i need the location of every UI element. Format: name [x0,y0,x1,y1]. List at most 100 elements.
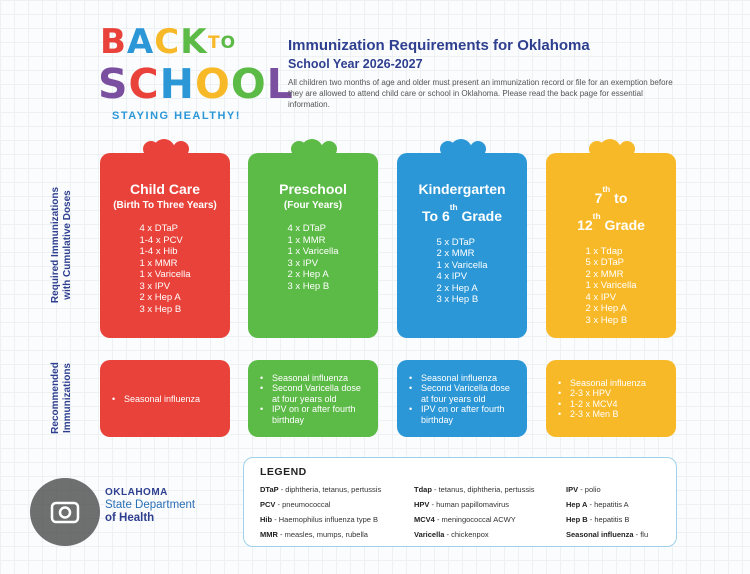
card-title-part: Preschool [279,181,347,197]
legend-desc: - chickenpox [446,530,489,539]
legend-abbr: HPV [414,500,430,509]
required-item: 1 x Varicella [585,280,637,292]
required-item: 4 x IPV [436,271,468,283]
required-item: 1 x Varicella [436,259,488,271]
required-item: 1-4 x Hib [139,246,178,257]
legend-desc: - flu [635,530,649,539]
legend-entry: PCV - pneumococcal [260,500,330,509]
legend-abbr: Seasonal influenza [566,530,634,539]
recommended-item: Second Varicella dose at four years old [258,383,370,404]
legend-abbr: MMR [260,530,278,539]
required-card: Child Care (Birth To Three Years) 4 x DTaP… [100,153,230,338]
card-subtitle: (Birth To Three Years) [113,200,217,211]
legend-abbr: IPV [566,485,579,494]
card-title: 7th to 12th Grade [546,180,676,234]
recommended-item: Seasonal influenza [258,372,370,383]
required-item: 4 x DTaP [287,223,327,234]
card-title-line: 12th Grade [546,207,676,234]
required-item: 3 x IPV [139,280,171,292]
required-card: 7th to 12th Grade 1 x Tdap 5 x DTaP 2 x MMR 1… [546,153,676,338]
required-item: 3 x Hep B [585,314,628,326]
card-title-part: Child Care [129,181,200,197]
card-subtitle: (Four Years) [283,200,343,211]
legend-desc: - Haemophilus influenza type B [274,515,378,524]
legend-desc: - human papillomavirus [431,500,510,509]
logo-tagline: STAYING HEALTHY! [112,110,241,122]
required-card: Preschool (Four Years) 4 x DTaP 1 x MMR 1 x … [248,153,378,338]
legend-abbr: Hep B [566,515,588,524]
card-title-part: Grade [457,207,502,224]
required-item: 1 x Tdap [585,245,623,257]
required-list: 1 x Tdap 5 x DTaP 2 x MMR 1 x Varicella 4 x … [585,246,636,327]
card-title-part: To 6 [421,207,450,224]
recommended-item: 1-2 x MCV4 [556,399,668,410]
required-item: 1 x Varicella [139,269,191,280]
legend-abbr: DTaP [260,485,279,494]
required-list: 4 x DTaP 1-4 x PCV 1-4 x Hib 1 x MMR 1 x Var… [139,223,190,315]
legend-entry: Hep A - hepatitis A [566,500,629,509]
legend-entry: Hib - Haemophilus influenza type B [260,515,378,524]
card-title-part: th [592,210,601,221]
card-title-part: Kindergarten [418,181,506,197]
card-title-part: th [449,202,458,212]
recommended-item: 2-3 x HPV [556,388,668,399]
side-label-line: Immunizations [62,363,73,434]
legend-abbr: PCV [260,500,276,509]
legend-box [243,457,677,547]
required-item: 1 x MMR [287,234,326,246]
side-label: Recommended Immunizations [50,353,74,443]
card-title-line: Child Care [100,180,230,198]
required-card: Kindergarten To 6th Grade 5 x DTaP 2 x MMR 1… [397,153,527,338]
recommended-item: IPV on or after fourth birthday [258,404,370,425]
recommended-list: Seasonal influenzaSecond Varicella dose … [407,372,519,425]
required-item: 1-4 x PCV [139,234,183,246]
legend-desc: - hepatitis A [589,500,629,509]
card-title-line: Kindergarten [397,180,527,198]
required-item: 3 x Hep B [139,303,182,315]
recommended-item: Second Varicella dose at four years old [407,383,519,404]
legend-desc: - tetanus, diphtheria, pertussis [434,485,535,494]
recommended-card: Seasonal influenza2-3 x HPV1-2 x MCV42-3… [546,360,676,437]
legend-desc: - hepatitis B [589,515,630,524]
legend-entry: Hep B - hepatitis B [566,515,629,524]
side-label-line: with Cumulative Doses [62,190,73,300]
legend-desc: - meningococcal ACWY [436,515,516,524]
legend-entry: IPV - polio [566,485,601,494]
card-title-part: 7 [594,189,603,206]
legend-entry: DTaP - diphtheria, tetanus, pertussis [260,485,381,494]
card-title-part: to [610,189,628,206]
side-label-line: Required Immunizations [50,186,61,304]
camera-overlay [30,478,100,546]
agency-line: State Department [105,499,196,511]
card-title: Child Care [100,180,230,198]
recommended-item: Seasonal influenza [407,372,519,383]
card-title: Kindergarten To 6th Grade [397,180,527,225]
legend-entry: HPV - human papillomavirus [414,500,509,509]
logo-word: SCHOOL [98,60,294,108]
legend-abbr: Varicella [414,530,445,539]
required-item: 4 x DTaP [139,223,179,234]
required-item: 2 x MMR [436,248,475,260]
card-title-part: Grade [600,216,645,233]
recommended-card: Seasonal influenzaSecond Varicella dose … [248,360,378,437]
camera-icon [50,501,80,524]
recommended-list: Seasonal influenza2-3 x HPV1-2 x MCV42-3… [556,378,668,420]
legend-abbr: Tdap [414,485,432,494]
required-item: 2 x Hep A [139,292,181,303]
required-list: 4 x DTaP 1 x MMR 1 x Varicella 3 x IPV 2 x H… [287,223,338,292]
required-item: 3 x IPV [287,257,319,269]
card-title: Preschool [248,180,378,198]
legend-desc: - polio [580,485,601,494]
required-item: 2 x MMR [585,268,624,280]
card-title-line: Preschool [248,180,378,198]
required-item: 1 x MMR [139,257,178,269]
logo-word: TO [208,33,237,53]
card-title-line: 7th to [546,180,676,207]
required-item: 5 x DTaP [436,236,476,248]
legend-desc: - pneumococcal [277,500,331,509]
title: Immunization Requirements for Oklahoma [288,37,590,54]
legend-desc: - diphtheria, tetanus, pertussis [280,485,382,494]
card-title-line: To 6th Grade [397,198,527,225]
legend-entry: Varicella - chickenpox [414,530,489,539]
